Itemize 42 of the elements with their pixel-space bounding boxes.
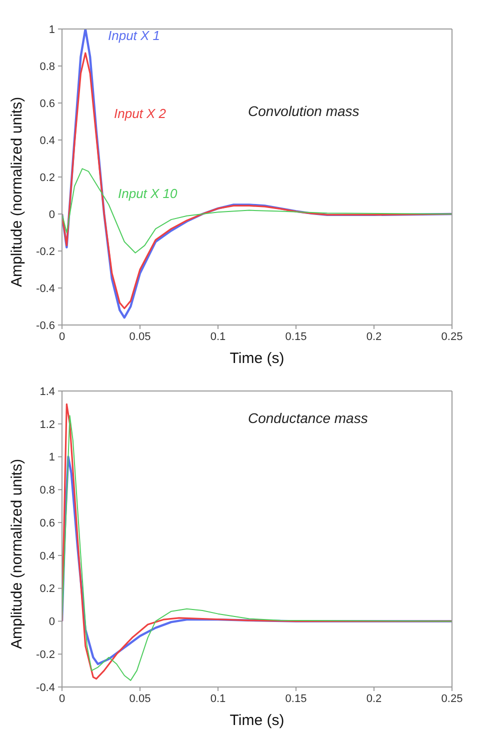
annotation: Convolution mass bbox=[248, 103, 360, 119]
x-axis-title: Time (s) bbox=[230, 350, 284, 367]
y-tick-label: 0.6 bbox=[40, 98, 55, 110]
series-label: Input X 2 bbox=[114, 106, 166, 121]
x-axis-title: Time (s) bbox=[230, 712, 284, 729]
series-label: Input X 1 bbox=[108, 28, 160, 43]
y-tick-label: 1 bbox=[48, 452, 55, 464]
y-tick-label: 1.2 bbox=[40, 418, 55, 431]
y-tick-label: 0.2 bbox=[40, 583, 55, 596]
y-tick-label: 1 bbox=[48, 24, 55, 36]
y-tick-label: -0.6 bbox=[36, 320, 55, 332]
x-tick-label: 0.05 bbox=[129, 330, 151, 343]
line-series bbox=[62, 168, 452, 254]
y-tick-label: -0.2 bbox=[36, 649, 55, 662]
x-tick-label: 0 bbox=[58, 330, 66, 343]
y-tick-label: 0 bbox=[48, 616, 55, 628]
y-tick-label: 0.4 bbox=[40, 134, 55, 147]
y-axis-title: Amplitude (normalized units) bbox=[8, 96, 26, 287]
y-tick-label: 0.4 bbox=[40, 550, 55, 562]
y-tick-label: 0 bbox=[48, 208, 55, 221]
y-tick-label: 0.8 bbox=[40, 60, 55, 73]
series-label: Input X 10 bbox=[118, 186, 178, 201]
y-tick-label: -0.4 bbox=[36, 282, 55, 295]
x-tick-label: 0.15 bbox=[285, 692, 307, 705]
annotation: Conductance mass bbox=[248, 410, 368, 426]
y-tick-label: 1.4 bbox=[40, 386, 55, 398]
x-tick-label: 0.05 bbox=[129, 692, 151, 705]
y-tick-label: 0.6 bbox=[40, 517, 55, 530]
x-tick-label: 0.2 bbox=[366, 330, 382, 343]
x-tick-label: 0.1 bbox=[210, 692, 226, 705]
y-tick-label: -0.4 bbox=[36, 682, 55, 694]
x-tick-label: 0.1 bbox=[210, 330, 226, 343]
line-series bbox=[62, 456, 452, 666]
x-tick-label: 0.2 bbox=[366, 692, 382, 705]
x-tick-label: 0.25 bbox=[441, 692, 463, 705]
y-tick-label: 0.2 bbox=[40, 172, 55, 184]
y-axis-title: Amplitude (normalized units) bbox=[8, 458, 26, 649]
x-tick-label: 0 bbox=[58, 692, 66, 705]
y-tick-label: -0.2 bbox=[36, 246, 55, 258]
x-tick-label: 0.25 bbox=[441, 330, 463, 343]
x-tick-label: 0.15 bbox=[285, 330, 307, 343]
y-tick-label: 0.8 bbox=[40, 484, 55, 497]
